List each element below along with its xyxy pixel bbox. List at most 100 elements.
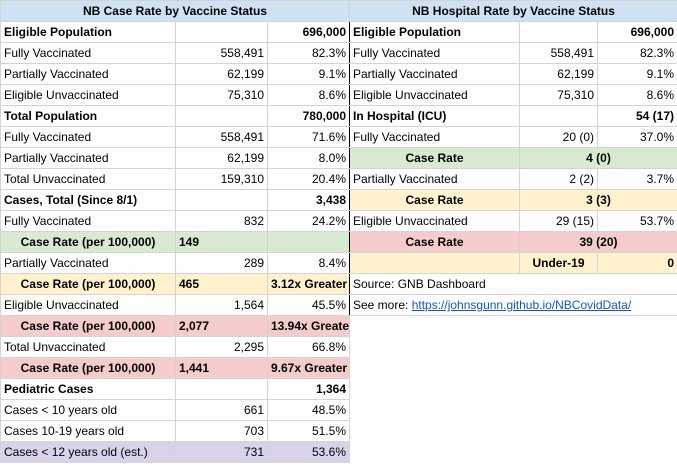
rate-comparison: 13.94x Greater	[266, 315, 351, 337]
row-label: Eligible Unvaccinated	[349, 84, 520, 106]
row-label: Fully Vaccinated	[349, 42, 520, 64]
rate-label: Case Rate	[349, 189, 520, 211]
under-19-row: Under-19 0	[349, 252, 677, 274]
table-row: Partially Vaccinated 62,199 9.1%	[0, 63, 351, 85]
row-label: Eligible Unvaccinated	[0, 294, 176, 316]
table-row: Fully Vaccinated 832 24.2%	[0, 210, 351, 232]
case-rate-row: Case Rate 39 (20)	[349, 231, 677, 253]
row-label: Fully Vaccinated	[0, 126, 176, 148]
table-row: Eligible Unvaccinated 1,564 45.5%	[0, 294, 351, 316]
section-header-row: Pediatric Cases 1,364	[0, 378, 351, 400]
case-rate-row: Case Rate (per 100,000) 1,441 9.67x Greate…	[0, 357, 351, 379]
row-label: Fully Vaccinated	[0, 42, 176, 64]
table-row: Partially Vaccinated 2 (2) 3.7%	[349, 168, 677, 190]
section-total: 780,000	[266, 105, 351, 127]
row-value: 62,199	[175, 63, 268, 85]
section-label: Pediatric Cases	[0, 378, 176, 400]
row-percent: 48.5%	[266, 399, 351, 421]
rate-label: Case Rate	[349, 231, 520, 253]
table-row: Cases < 10 years old 661 48.5%	[0, 399, 351, 421]
empty-cell	[175, 378, 268, 400]
empty-cell	[349, 252, 520, 274]
table-row: Fully Vaccinated 20 (0) 37.0%	[349, 126, 677, 148]
table-row: Cases < 12 years old (est.) 731 53.6%	[0, 441, 351, 463]
rate-value: 3 (3)	[518, 189, 677, 211]
row-label: Eligible Unvaccinated	[349, 210, 520, 232]
section-total: 3,438	[266, 189, 351, 211]
hospital-rate-title: NB Hospital Rate by Vaccine Status	[348, 0, 677, 22]
rate-comparison: 3.12x Greater	[266, 273, 351, 295]
row-percent: 45.5%	[266, 294, 351, 316]
section-header-row: Total Population 780,000	[0, 105, 351, 127]
table-row: Eligible Unvaccinated 75,310 8.6%	[0, 84, 351, 106]
table-row: Partially Vaccinated 62,199 9.1%	[349, 63, 677, 85]
row-value: 703	[175, 420, 268, 442]
row-value: 558,491	[175, 126, 268, 148]
row-value: 75,310	[175, 84, 268, 106]
row-label: Cases < 10 years old	[0, 399, 176, 421]
table-row: Cases 10-19 years old 703 51.5%	[0, 420, 351, 442]
rate-label: Case Rate (per 100,000)	[0, 273, 176, 295]
case-rate-row: Case Rate (per 100,000) 465 3.12x Greater	[0, 273, 351, 295]
row-value: 289	[175, 252, 268, 274]
section-total: 696,000	[266, 21, 351, 43]
rate-label: Case Rate	[349, 147, 520, 169]
table-row: Fully Vaccinated 558,491 82.3%	[0, 42, 351, 64]
row-label: Partially Vaccinated	[0, 147, 176, 169]
row-percent: 8.6%	[266, 84, 351, 106]
row-percent: 8.4%	[266, 252, 351, 274]
under-19-value: 0	[596, 252, 677, 274]
section-total: 1,364	[266, 378, 351, 400]
rate-comparison: 9.67x Greater	[266, 357, 351, 379]
row-percent: 3.7%	[596, 168, 677, 190]
row-value: 1,564	[175, 294, 268, 316]
row-percent: 66.8%	[266, 336, 351, 358]
row-percent: 53.7%	[596, 210, 677, 232]
row-value: 159,310	[175, 168, 268, 190]
rate-value: 465	[175, 273, 268, 295]
case-rate-table: NB Case Rate by Vaccine Status Eligible …	[0, 0, 351, 463]
row-value: 2 (2)	[519, 168, 598, 190]
empty-cell	[175, 189, 268, 211]
empty-cell	[519, 105, 598, 127]
section-label: Eligible Population	[0, 21, 176, 43]
case-rate-row: Case Rate 4 (0)	[349, 147, 677, 169]
case-rate-row: Case Rate (per 100,000) 149	[0, 231, 351, 253]
section-total: 54 (17)	[596, 105, 677, 127]
section-header-row: Eligible Population 696,000	[349, 21, 677, 43]
rate-label: Case Rate (per 100,000)	[0, 231, 176, 253]
row-value: 62,199	[519, 63, 598, 85]
row-value: 832	[175, 210, 268, 232]
row-percent: 51.5%	[266, 420, 351, 442]
section-label: Cases, Total (Since 8/1)	[0, 189, 176, 211]
hospital-rate-table: NB Hospital Rate by Vaccine Status Eligi…	[348, 0, 677, 316]
row-value: 661	[175, 399, 268, 421]
table-row: Total Unvaccinated 159,310 20.4%	[0, 168, 351, 190]
section-header-row: Cases, Total (Since 8/1) 3,438	[0, 189, 351, 211]
empty-cell	[175, 21, 268, 43]
rate-value: 1,441	[175, 357, 268, 379]
table-row: Eligible Unvaccinated 75,310 8.6%	[349, 84, 677, 106]
see-more-label: See more:	[353, 298, 409, 312]
table-row: Total Unvaccinated 2,295 66.8%	[0, 336, 351, 358]
under-19-label: Under-19	[519, 252, 598, 274]
source-text: Source: GNB Dashboard	[348, 273, 677, 295]
row-value: 20 (0)	[519, 126, 598, 148]
row-value: 731	[175, 441, 268, 463]
rate-value: 39 (20)	[518, 231, 677, 253]
row-percent: 71.6%	[266, 126, 351, 148]
row-percent: 9.1%	[266, 63, 351, 85]
rate-label: Case Rate (per 100,000)	[0, 315, 176, 337]
row-label: Partially Vaccinated	[349, 168, 520, 190]
row-label: Partially Vaccinated	[0, 63, 176, 85]
row-label: Fully Vaccinated	[0, 210, 176, 232]
rate-label: Case Rate (per 100,000)	[0, 357, 176, 379]
section-label: In Hospital (ICU)	[349, 105, 520, 127]
section-label: Total Population	[0, 105, 176, 127]
row-percent: 37.0%	[596, 126, 677, 148]
row-value: 558,491	[519, 42, 598, 64]
see-more-row: See more: https://johnsgunn.github.io/NB…	[348, 294, 677, 316]
row-label: Partially Vaccinated	[349, 63, 520, 85]
dashboard-link[interactable]: https://johnsgunn.github.io/NBCovidData/	[411, 298, 632, 312]
row-label: Fully Vaccinated	[349, 126, 520, 148]
